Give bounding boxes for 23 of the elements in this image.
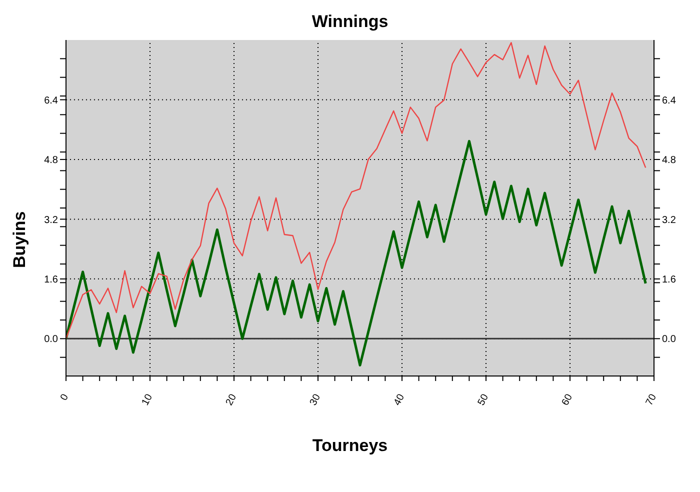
line-series <box>66 42 646 340</box>
y2-tick-label: 6.4 <box>662 95 676 106</box>
line-series <box>66 140 647 366</box>
y-tick-label: 4.8 <box>44 155 58 166</box>
x-tick-label: 0 <box>58 392 72 403</box>
x-axis-title: Tourneys <box>311 436 389 456</box>
y-axis-title: Buyins <box>10 211 29 268</box>
x-tick-label: 40 <box>392 392 408 408</box>
y-tick-label: 0.0 <box>44 334 58 346</box>
x-tick-label: 50 <box>476 392 492 408</box>
x-tick-label: 20 <box>224 392 240 408</box>
x-tick-label: 60 <box>560 392 576 408</box>
y2-tick-label: 4.8 <box>662 155 676 166</box>
x-tick-label: 10 <box>140 392 156 408</box>
y-tick-label: 3.2 <box>44 214 58 226</box>
y-tick-label: 1.6 <box>44 274 58 286</box>
chart-title: Winnings <box>310 12 390 32</box>
y2-tick-label: 3.2 <box>662 214 676 226</box>
y2-tick-label: 1.6 <box>662 274 676 286</box>
y-tick-label: 6.4 <box>44 95 58 106</box>
y2-tick-label: 0.0 <box>662 334 676 346</box>
x-tick-label: 30 <box>308 392 324 408</box>
x-tick-label: 70 <box>644 392 660 408</box>
